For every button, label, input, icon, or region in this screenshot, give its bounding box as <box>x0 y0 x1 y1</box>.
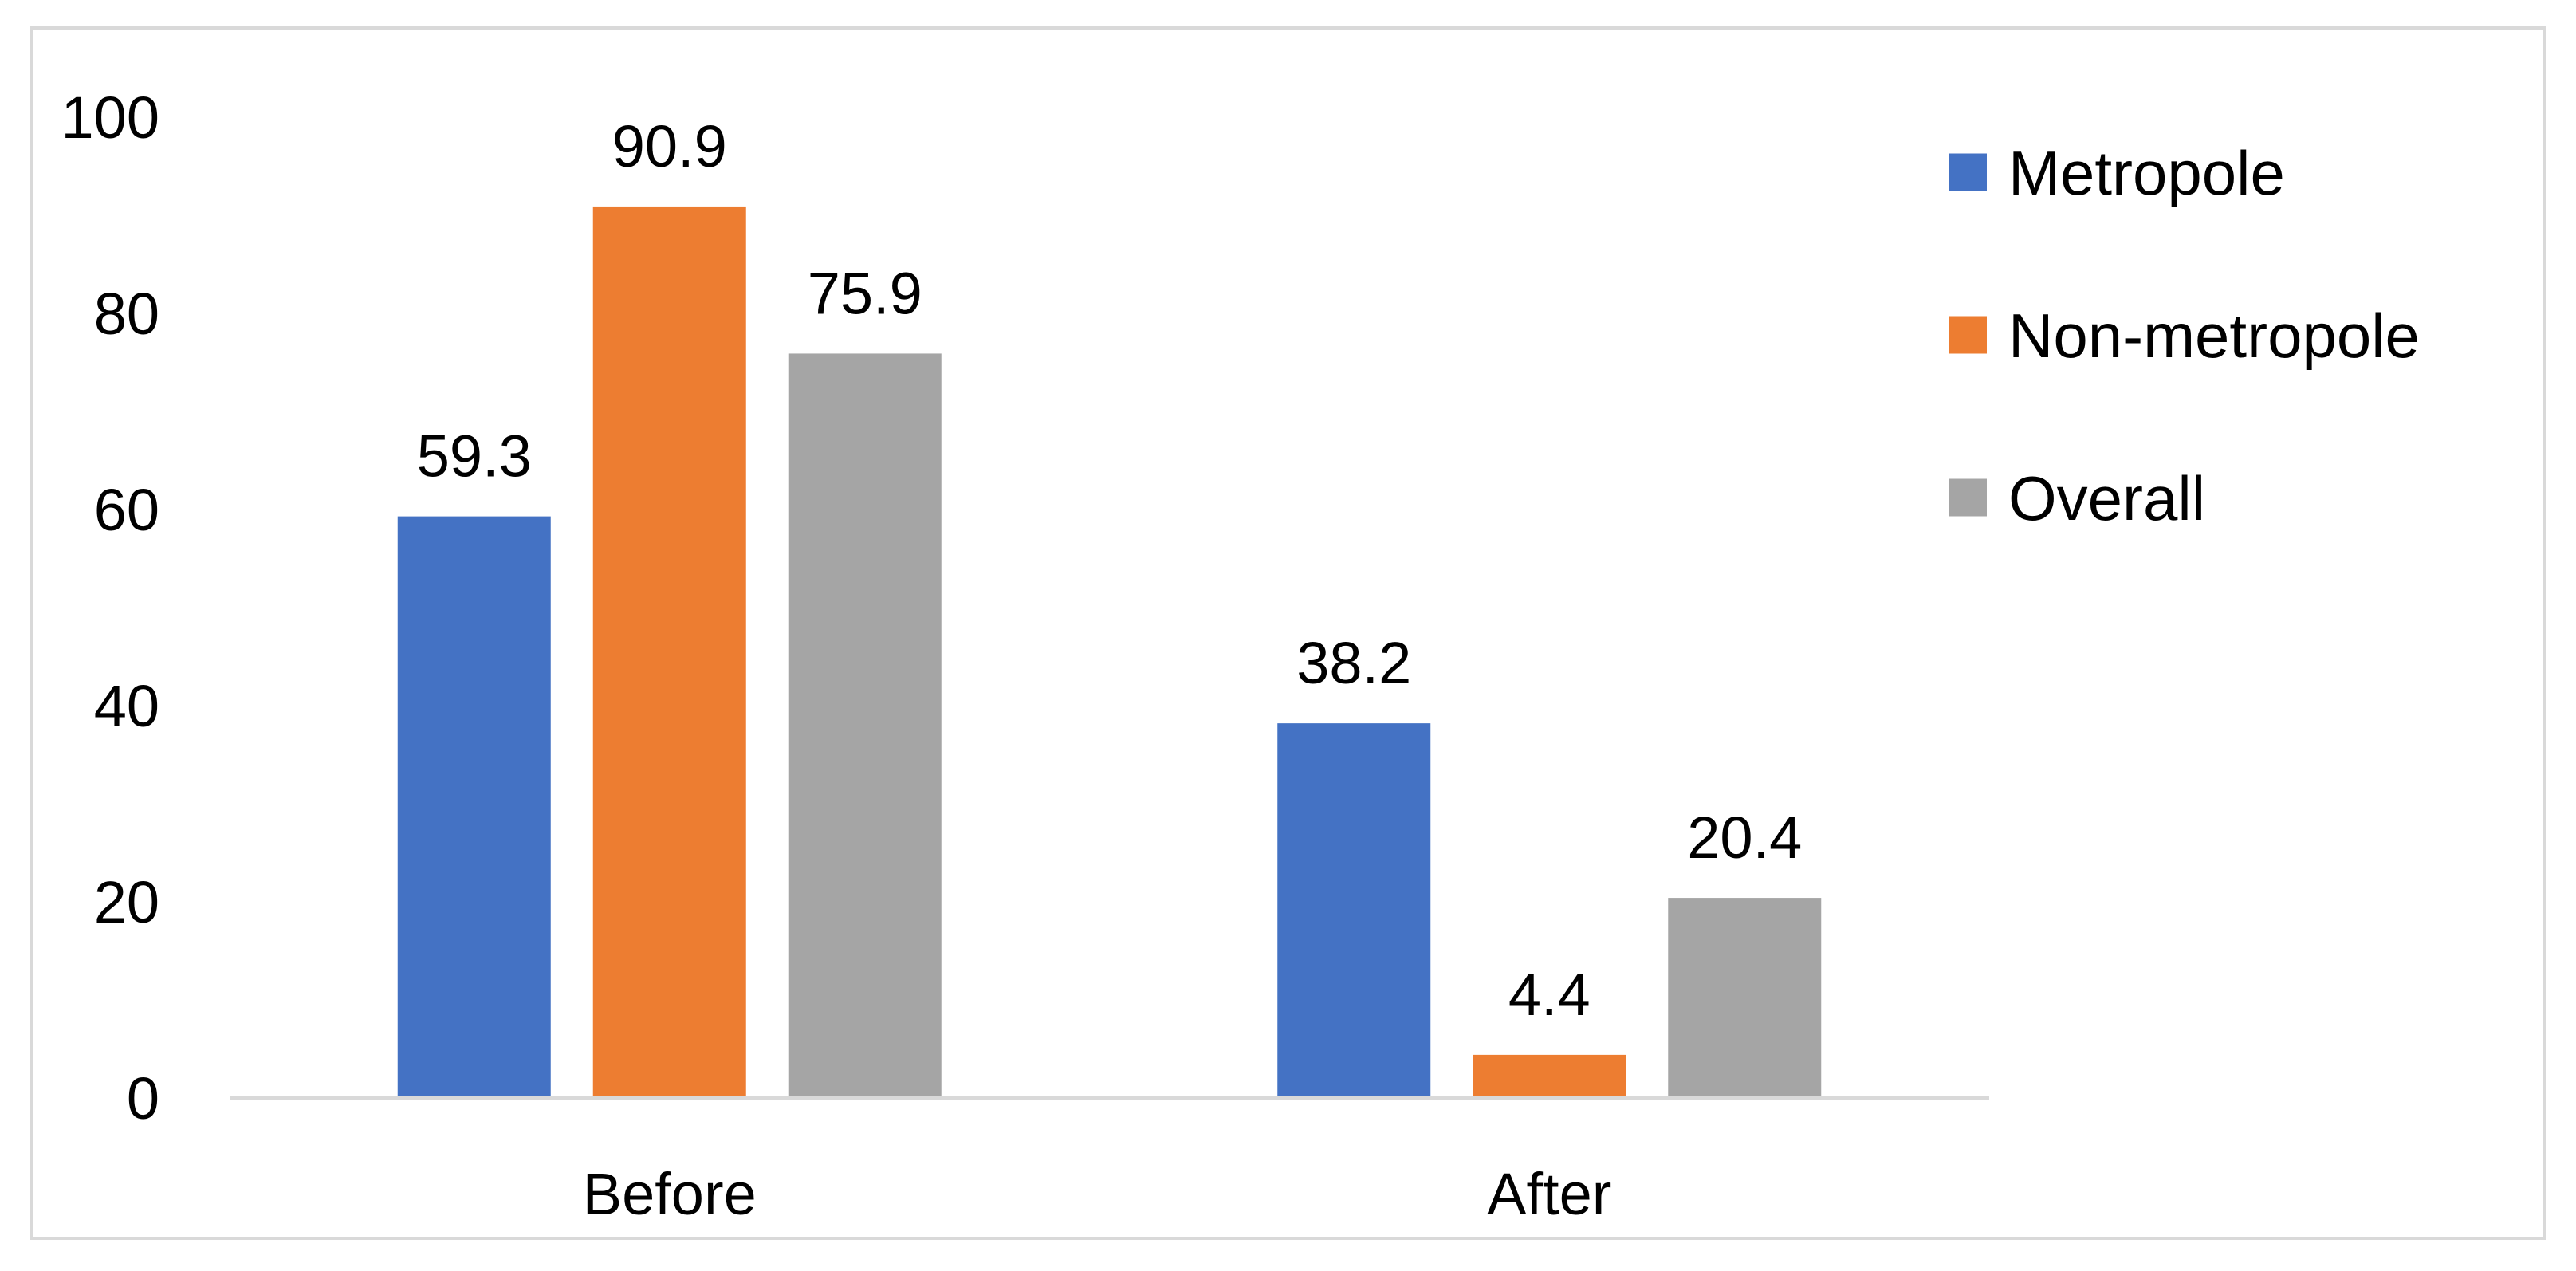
legend-swatch <box>1949 478 1987 517</box>
x-axis-categories: Before After <box>583 1161 1612 1227</box>
legend-swatch <box>1949 153 1987 191</box>
bar-overall-after <box>1668 898 1822 1098</box>
legend-label: Overall <box>2008 463 2205 533</box>
bar-non-metropole-after <box>1473 1054 1626 1098</box>
bar-metropole-before <box>397 516 551 1098</box>
y-tick-label: 0 <box>127 1065 159 1131</box>
y-tick-label: 20 <box>94 869 159 935</box>
data-label: 38.2 <box>1296 630 1411 696</box>
data-label: 20.4 <box>1687 805 1802 871</box>
legend: Metropole Non-metropole Overall <box>1949 138 2420 533</box>
data-label: 75.9 <box>808 260 922 326</box>
legend-swatch <box>1949 316 1987 354</box>
y-axis-ticks: 0 20 40 60 80 100 <box>61 85 159 1131</box>
data-label: 4.4 <box>1508 962 1591 1028</box>
bar-non-metropole-before <box>592 206 746 1099</box>
legend-label: Non-metropole <box>2008 301 2420 371</box>
y-tick-label: 100 <box>61 85 159 151</box>
bar-metropole-after <box>1277 723 1431 1098</box>
y-tick-label: 60 <box>94 477 159 543</box>
data-label: 59.3 <box>417 423 532 490</box>
legend-label: Metropole <box>2008 138 2285 208</box>
data-labels: 59.3 90.9 75.9 38.2 4.4 20.4 <box>417 113 1803 1028</box>
x-category-label: After <box>1487 1161 1611 1227</box>
data-label: 90.9 <box>612 113 727 179</box>
bar-overall-before <box>788 353 942 1098</box>
x-category-label: Before <box>583 1161 757 1227</box>
y-tick-label: 40 <box>94 673 159 739</box>
y-tick-label: 80 <box>94 281 159 347</box>
bars <box>397 206 1822 1099</box>
